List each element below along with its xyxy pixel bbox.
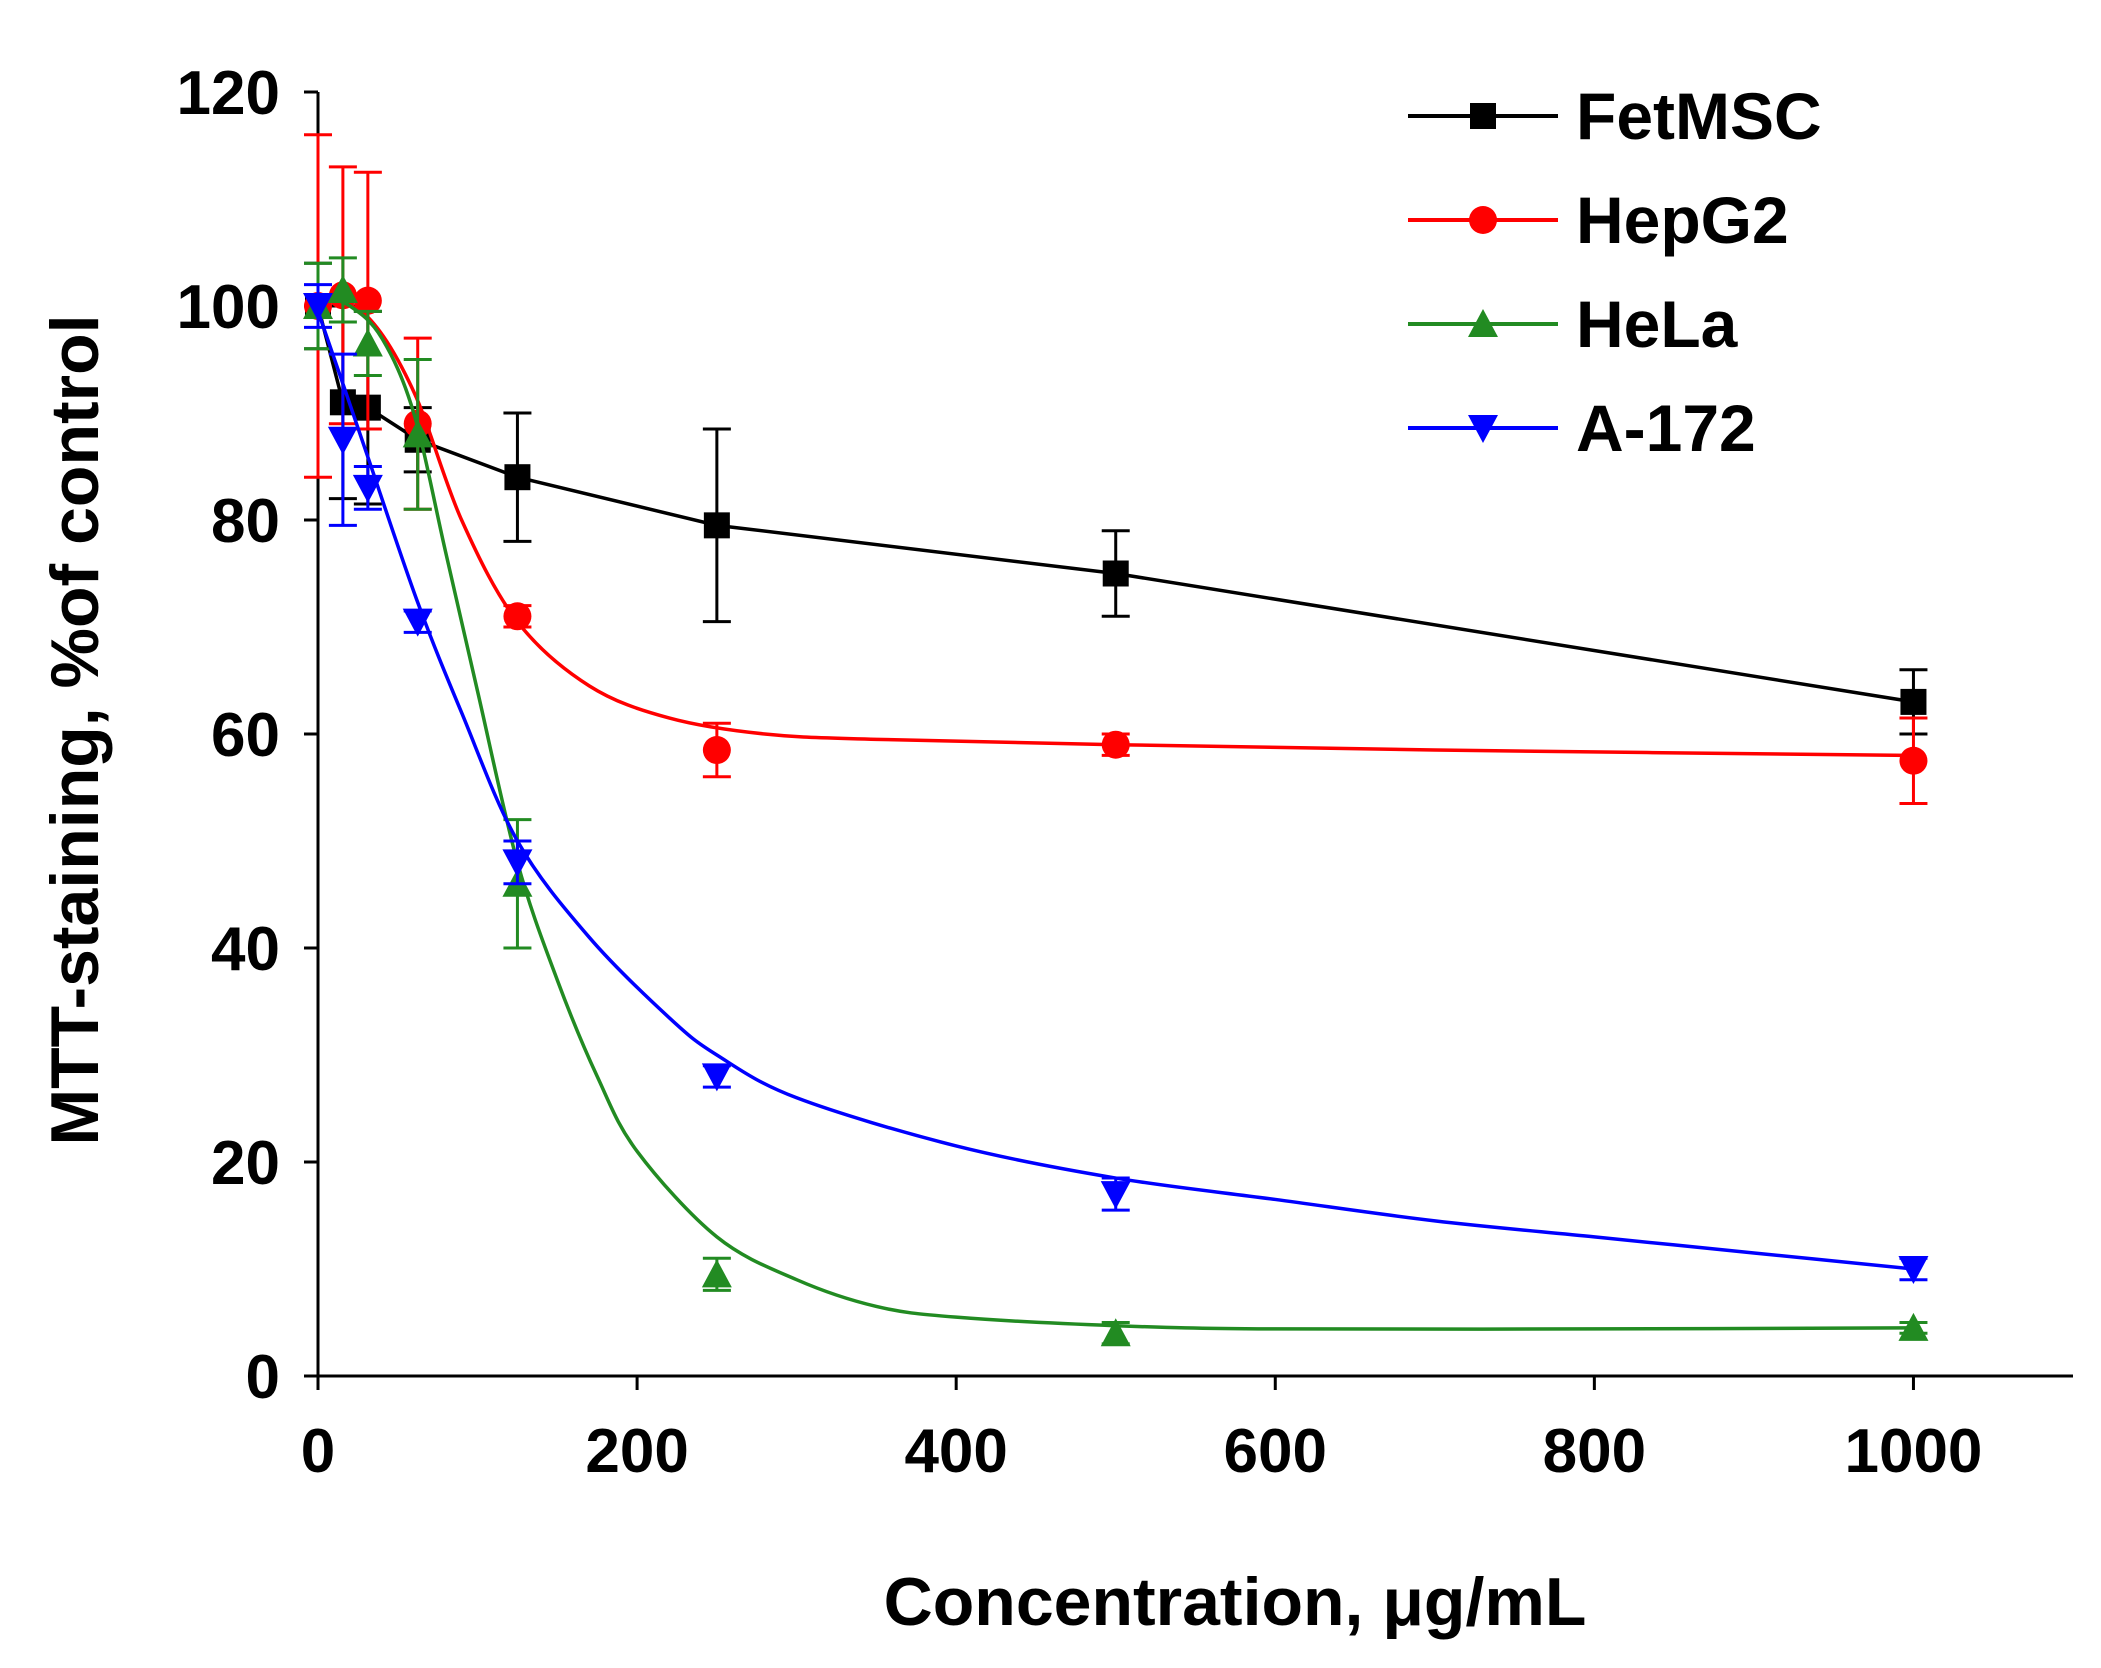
x-tick-label: 1000 [1844, 1417, 1982, 1486]
series-line-hepg2 [317, 293, 1914, 758]
plot-area: 0 20 40 60 80 100 120 0 200 400 600 800 1000 [177, 59, 2073, 1486]
series-line-hela [317, 293, 1914, 1331]
x-tick-label: 400 [904, 1417, 1007, 1486]
y-tick-label: 100 [177, 273, 280, 342]
data-point [352, 328, 383, 357]
legend-label: A-172 [1576, 391, 1756, 465]
data-point [402, 608, 433, 637]
x-tick-label: 200 [585, 1417, 688, 1486]
legend-marker [1470, 103, 1496, 129]
y-tick-label: 0 [246, 1343, 280, 1412]
legend-entry-hepg2: HepG2 [1408, 183, 1789, 257]
data-point [1900, 688, 1927, 715]
legend-marker [1468, 415, 1498, 443]
data-point [502, 849, 533, 878]
data-point [504, 464, 531, 491]
legend-marker [1469, 206, 1497, 234]
y-tick-label: 60 [211, 701, 280, 770]
y-tick-label: 20 [211, 1129, 280, 1198]
data-point [703, 512, 730, 539]
legend-entry-a-172: A-172 [1408, 391, 1756, 465]
legend-label: HepG2 [1576, 183, 1789, 257]
legend-entry-hela: HeLa [1408, 287, 1739, 361]
series-line-fetmsc [316, 305, 1914, 704]
x-axis-title: Concentration, μg/mL [884, 1564, 1587, 1640]
data-point [402, 419, 433, 448]
data-point [1102, 560, 1129, 587]
data-point [327, 274, 358, 303]
data-point [352, 474, 383, 503]
data-point [353, 286, 382, 315]
y-tick-label: 120 [177, 59, 280, 128]
y-tick-label: 80 [211, 487, 280, 556]
data-point [701, 1063, 732, 1092]
legend-marker [1468, 309, 1498, 337]
legend-label: FetMSC [1576, 79, 1822, 153]
data-point [327, 426, 358, 455]
legend: FetMSC HepG2 HeLa A-172 [1408, 79, 1822, 465]
x-tick-label: 600 [1224, 1417, 1327, 1486]
y-tick-label: 40 [211, 915, 280, 984]
data-point [701, 1259, 732, 1288]
x-tick-label: 800 [1543, 1417, 1646, 1486]
y-axis-title: MTT-staining, %of control [37, 314, 113, 1145]
data-point [303, 293, 333, 321]
legend-label: HeLa [1576, 287, 1739, 361]
legend-entry-fetmsc: FetMSC [1408, 79, 1822, 153]
series-a-172 [303, 283, 1929, 1284]
data-point [1101, 730, 1130, 759]
data-point [1100, 1181, 1131, 1210]
x-tick-label: 0 [301, 1417, 335, 1486]
data-point [503, 602, 532, 631]
data-point [1898, 1312, 1929, 1341]
data-point [1898, 1256, 1929, 1284]
data-point [1899, 746, 1928, 775]
data-point [1100, 1318, 1131, 1347]
series-line-a-172 [316, 310, 1914, 1271]
data-point [702, 736, 731, 765]
